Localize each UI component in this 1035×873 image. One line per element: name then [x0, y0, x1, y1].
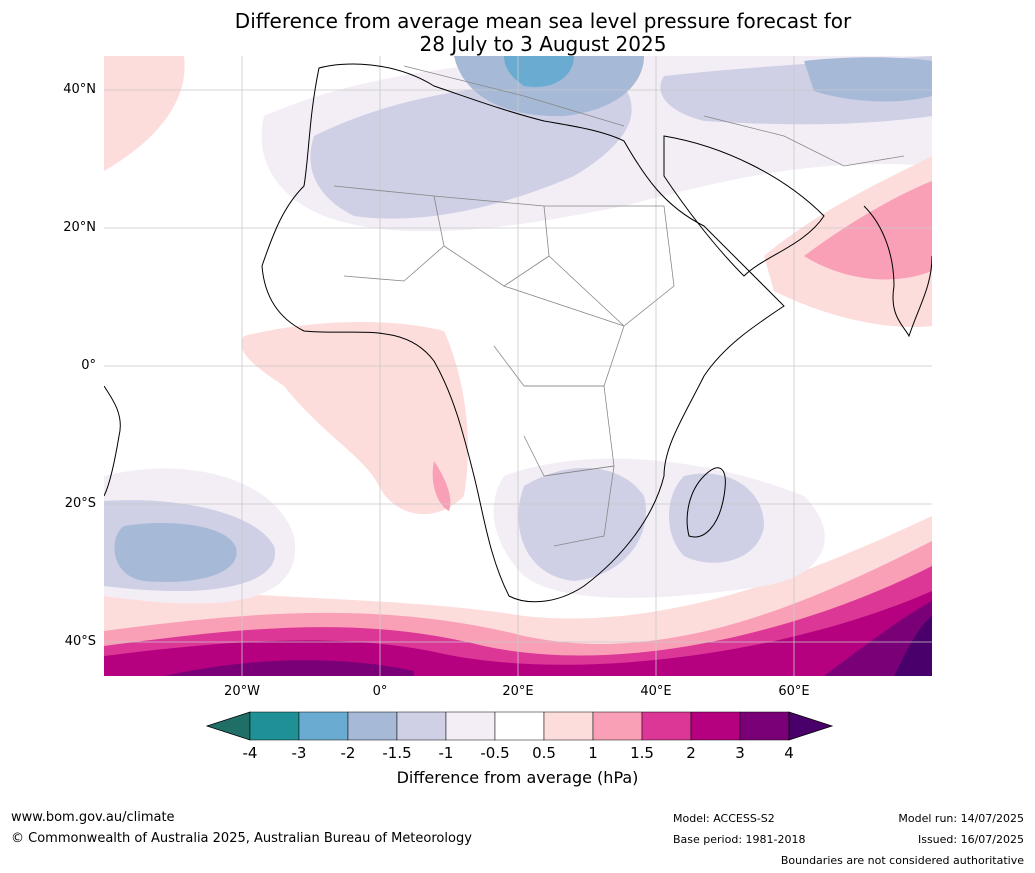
- anomaly-band-south-2: [104, 591, 932, 676]
- colorbar-tick-label: 0.5: [532, 744, 556, 762]
- lon-label-60e: 60°E: [778, 684, 810, 699]
- map-title: Difference from average mean sea level p…: [0, 10, 1035, 56]
- footer-base-period: Base period: 1981-2018: [673, 833, 806, 846]
- colorbar-cell: [494, 711, 545, 741]
- arabia-coastline: [663, 135, 825, 277]
- anomaly-atlantic-positive: [241, 321, 468, 515]
- title-line-1: Difference from average mean sea level p…: [234, 9, 852, 33]
- title-line-2: 28 July to 3 August 2025: [419, 32, 667, 56]
- footer-model: Model: ACCESS-S2: [673, 812, 775, 825]
- lat-label-40s: 40°S: [64, 634, 96, 649]
- colorbar-cell: [690, 711, 741, 741]
- anomaly-band-south-3: [164, 660, 414, 676]
- anomaly-south-atlantic-15: [114, 522, 237, 582]
- pressure-anomaly-map: [104, 56, 932, 676]
- colorbar-tick-label: -1: [438, 744, 454, 762]
- footer-issued: Issued: 16/07/2025: [917, 833, 1024, 846]
- colorbar-tick-label: -0.5: [480, 744, 510, 762]
- lon-label-20e: 20°E: [502, 684, 534, 699]
- anomaly-band-south-4: [894, 616, 932, 676]
- national-boundaries: [333, 65, 905, 547]
- colorbar-cell: [592, 711, 643, 741]
- colorbar-tick-label: 1: [588, 744, 598, 762]
- colorbar-cell: [347, 711, 398, 741]
- lon-label-40e: 40°E: [640, 684, 672, 699]
- colorbar-cells: [205, 711, 834, 741]
- boundary-mediterranean: [403, 65, 625, 127]
- colorbar-tick-label: -4: [242, 744, 258, 762]
- boundary-middle-east: [703, 115, 905, 167]
- colorbar-cell: [298, 711, 349, 741]
- colorbar-extend-high: [788, 711, 834, 741]
- map-canvas: [104, 56, 932, 676]
- colorbar-cell: [249, 711, 300, 741]
- lon-label-0: 0°: [372, 684, 388, 699]
- africa-coastline: [261, 63, 785, 603]
- footer-disclaimer: Boundaries are not considered authoritat…: [780, 854, 1024, 867]
- boundary-southern-africa-2: [543, 465, 615, 547]
- boundary-east-africa: [544, 205, 675, 327]
- anomaly-north-2: [504, 56, 574, 87]
- lon-label-20w: 20°W: [224, 684, 260, 699]
- colorbar-tick-label: -2: [340, 744, 356, 762]
- coastlines: [104, 63, 932, 603]
- colorbar-tick-label: 1.5: [630, 744, 654, 762]
- india-coastline: [863, 205, 932, 338]
- anomaly-north-15b: [804, 57, 932, 102]
- colorbar-tick-label: 4: [784, 744, 794, 762]
- graticule: [104, 56, 932, 676]
- anomaly-nw-atlantic-positive: [104, 56, 185, 171]
- colorbar-label: Difference from average (hPa): [396, 768, 639, 787]
- lat-label-0: 0°: [81, 358, 96, 373]
- footer-url[interactable]: www.bom.gov.au/climate: [11, 810, 175, 825]
- colorbar-cell: [396, 711, 447, 741]
- colorbar-tick-label: 3: [735, 744, 745, 762]
- colorbar-tick-label: 2: [686, 744, 696, 762]
- south-america-coastline: [104, 385, 121, 497]
- anomaly-india-positive-1: [804, 181, 932, 280]
- anomaly-atlantic-positive-1: [432, 461, 451, 511]
- lat-label-40n: 40°N: [63, 82, 96, 97]
- colorbar-cell: [543, 711, 594, 741]
- colorbar-tick-label: -1.5: [382, 744, 412, 762]
- colorbar-cell: [641, 711, 692, 741]
- colorbar-tick-label: -3: [291, 744, 307, 762]
- anomaly-south-indian-1a: [518, 467, 646, 581]
- madagascar-coastline: [686, 467, 726, 538]
- colorbar-cell: [445, 711, 496, 741]
- lat-label-20s: 20°S: [64, 496, 96, 511]
- colorbar-cell: [739, 711, 790, 741]
- anomaly-north-1: [310, 83, 632, 219]
- lat-label-20n: 20°N: [63, 220, 96, 235]
- anomaly-north-15: [454, 56, 644, 117]
- footer-model-run: Model run: 14/07/2025: [898, 812, 1024, 825]
- anomaly-south-indian-1b: [669, 473, 764, 563]
- footer-copyright: © Commonwealth of Australia 2025, Austra…: [11, 831, 472, 846]
- colorbar-extend-low: [205, 711, 251, 741]
